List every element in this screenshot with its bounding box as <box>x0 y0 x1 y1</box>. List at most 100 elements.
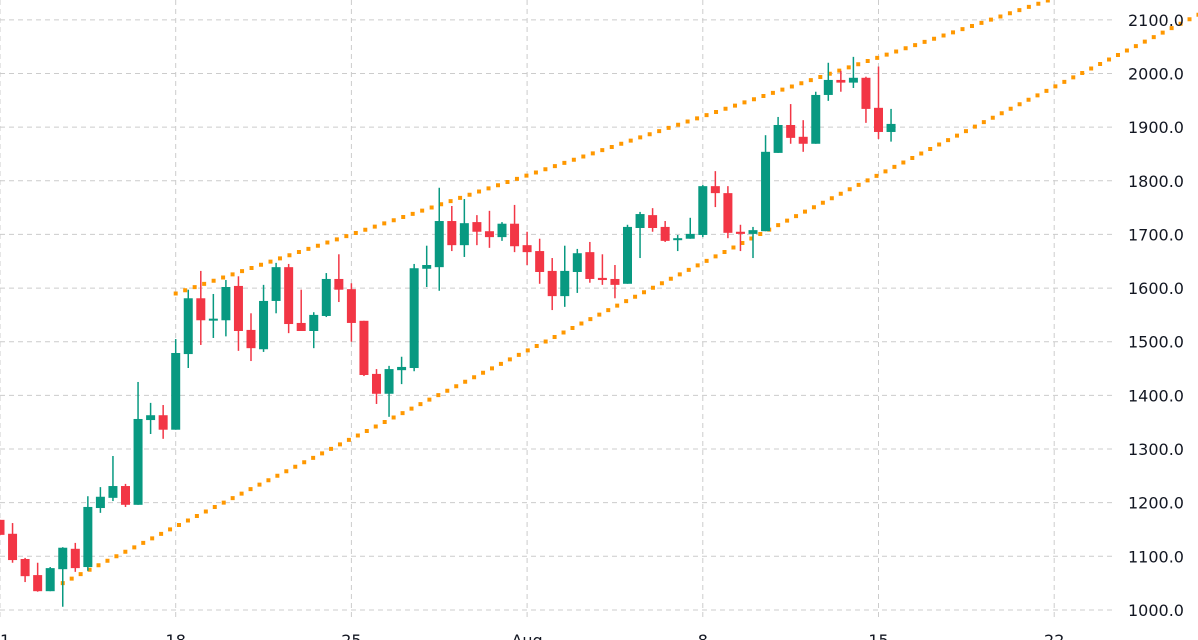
price-axis[interactable]: 1000.0 1100.0 1200.0 1300.0 1400.0 1500.0 1600… <box>1128 11 1184 620</box>
candle-body <box>685 233 695 239</box>
candle-up <box>748 226 758 259</box>
grid <box>0 0 1115 620</box>
candle-body <box>58 547 68 570</box>
candle-body <box>497 223 507 238</box>
price-tick-label: 1300.0 <box>1128 440 1184 459</box>
candle-body <box>572 253 582 272</box>
candle-body <box>95 496 105 509</box>
trendlines <box>60 0 1198 586</box>
candle-up <box>208 293 218 338</box>
price-tick-label: 1500.0 <box>1128 333 1184 352</box>
candle-body <box>146 415 156 421</box>
candle-body <box>208 318 218 321</box>
price-tick-label: 1700.0 <box>1128 225 1184 244</box>
candle-body <box>422 265 432 269</box>
candle-body <box>673 238 683 241</box>
time-tick-label: 11 <box>0 631 10 640</box>
time-tick-label: 18 <box>166 631 186 640</box>
candle-down <box>233 276 243 351</box>
candle-body <box>372 373 381 394</box>
candle-body <box>45 568 55 592</box>
candle-up <box>422 245 432 288</box>
candle-body <box>346 289 356 323</box>
candle-up <box>773 116 783 153</box>
candle-up <box>384 365 394 417</box>
candle-body <box>271 267 281 301</box>
candle-body <box>434 221 444 268</box>
candle-down <box>861 76 871 123</box>
candle-body <box>748 230 758 234</box>
candle-body <box>334 278 344 290</box>
candle-up <box>321 273 331 318</box>
candle-down <box>296 289 306 331</box>
candle-up <box>886 108 896 142</box>
candle-body <box>8 533 18 561</box>
candle-up <box>434 187 444 291</box>
candle-down <box>723 186 733 239</box>
price-tick-label: 1100.0 <box>1128 547 1184 566</box>
price-tick-label: 1200.0 <box>1128 494 1184 513</box>
candle-down <box>372 369 381 404</box>
candle-body <box>284 267 294 325</box>
candle-body <box>196 298 206 321</box>
candle-up <box>811 91 821 144</box>
candle-up <box>560 245 570 307</box>
time-axis[interactable]: 11 18 25 Aug 8 15 22 <box>0 631 1064 640</box>
candle-up <box>761 135 771 232</box>
candle-body <box>20 558 30 577</box>
candle-down <box>33 562 43 592</box>
candle-body <box>83 506 93 568</box>
candle-body <box>648 215 658 228</box>
candle-down <box>472 215 482 246</box>
candle-down <box>648 208 658 232</box>
candle-body <box>0 519 5 535</box>
candle-body <box>786 124 796 138</box>
candle-body <box>296 322 306 331</box>
candle-body <box>597 277 607 281</box>
candle-body <box>836 79 846 83</box>
candle-body <box>33 575 43 592</box>
candle-body <box>823 79 833 95</box>
candle-up <box>698 185 708 238</box>
candle-up <box>58 547 68 607</box>
candle-body <box>547 270 557 297</box>
candle-up <box>497 222 507 241</box>
candle-body <box>221 287 231 321</box>
candle-up <box>183 289 193 369</box>
candle-body <box>848 77 858 83</box>
price-tick-label: 1400.0 <box>1128 386 1184 405</box>
candle-down <box>836 70 846 92</box>
candle-up <box>572 248 582 293</box>
candle-body <box>585 252 595 279</box>
candle-down <box>70 542 80 572</box>
price-tick-label: 1900.0 <box>1128 118 1184 137</box>
candle-down <box>447 206 457 252</box>
trendline <box>60 12 1198 586</box>
candle-up <box>259 284 269 352</box>
candle-up <box>309 312 319 349</box>
candle-body <box>635 214 645 228</box>
candle-body <box>246 329 256 349</box>
candle-down <box>346 283 356 342</box>
time-tick-label: 15 <box>868 631 888 640</box>
candle-body <box>510 223 520 247</box>
candle-down <box>547 258 557 311</box>
candle-down <box>535 238 545 284</box>
candle-up <box>146 402 156 434</box>
candle-up <box>171 339 181 430</box>
time-tick-label: 25 <box>341 631 361 640</box>
candle-body <box>108 486 118 498</box>
candle-down <box>874 66 883 139</box>
candle-body <box>735 231 745 234</box>
candle-down <box>597 254 607 285</box>
candle-body <box>811 94 821 144</box>
candle-body <box>309 314 319 331</box>
candle-body <box>660 226 670 241</box>
candle-body <box>773 124 783 153</box>
candle-body <box>610 278 620 285</box>
candle-body <box>472 222 482 232</box>
candle-body <box>623 226 632 284</box>
candle-down <box>20 557 30 583</box>
candle-body <box>121 486 130 505</box>
